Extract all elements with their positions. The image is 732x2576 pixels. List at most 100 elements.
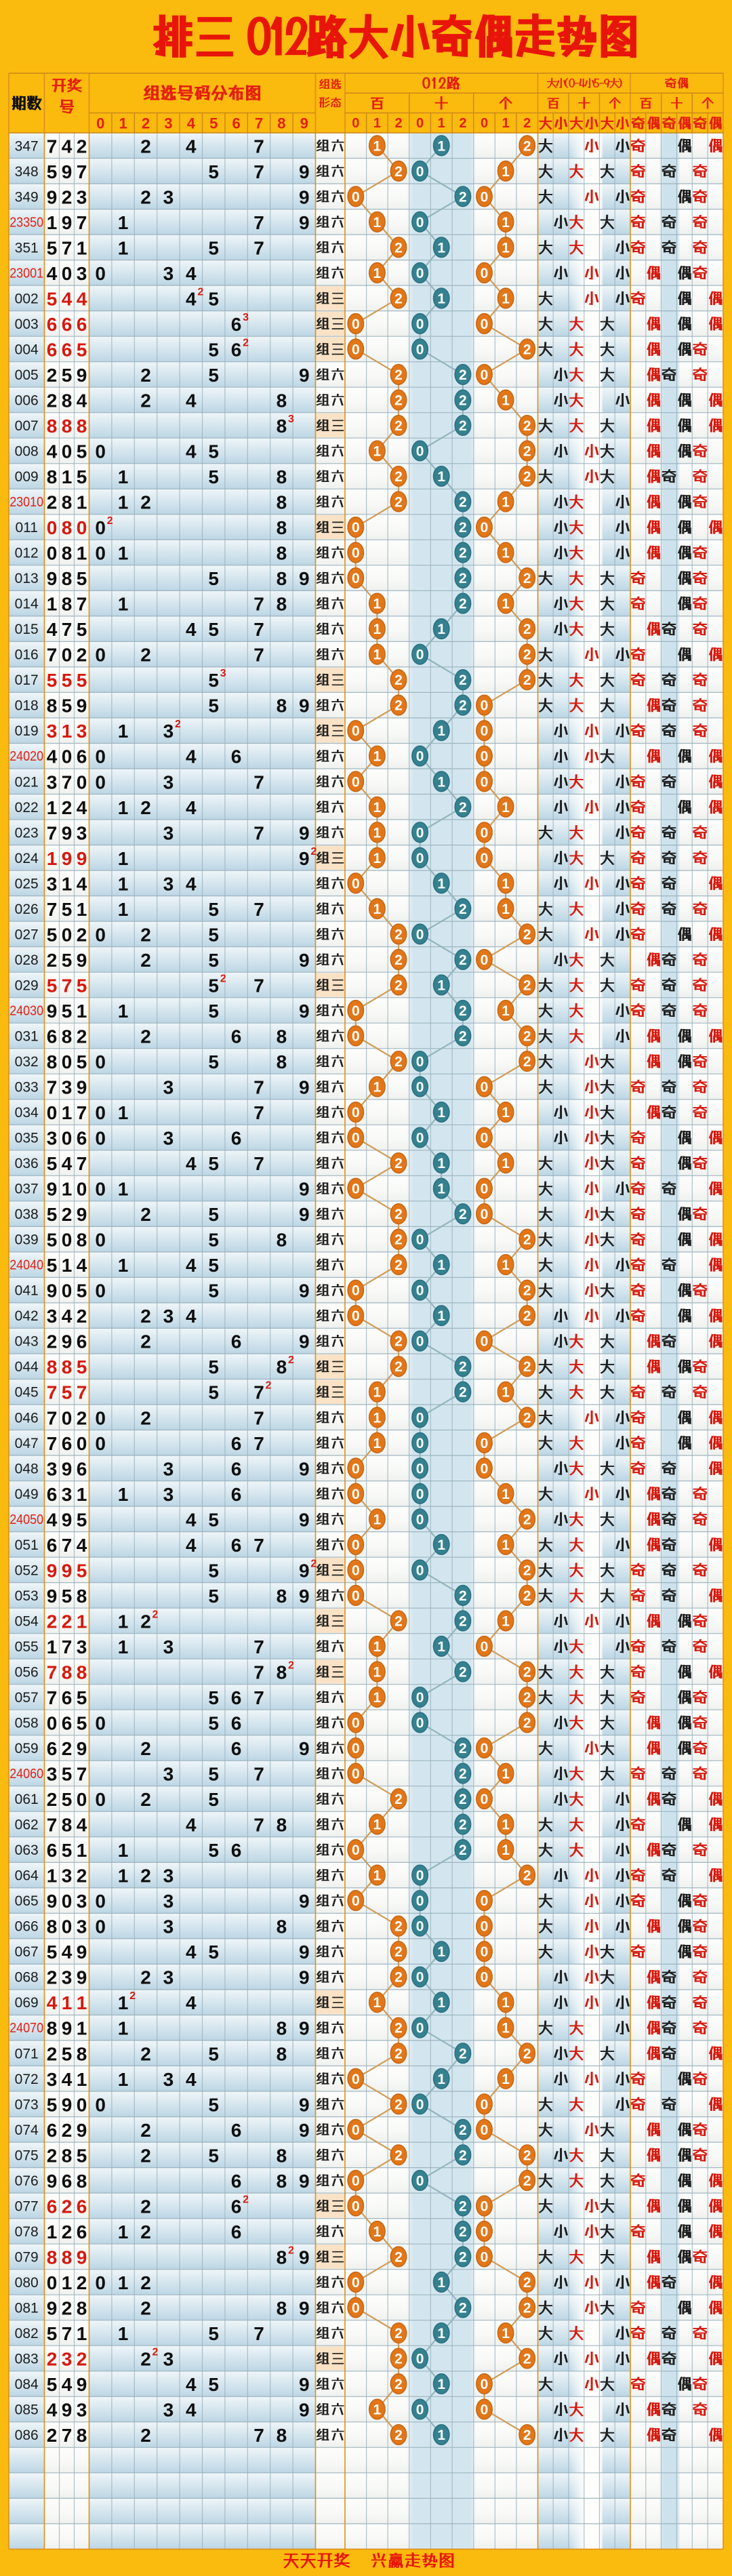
svg-text:6: 6 <box>231 1433 242 1454</box>
svg-text:2: 2 <box>140 1306 151 1327</box>
svg-text:2: 2 <box>77 136 87 157</box>
svg-text:2: 2 <box>459 571 467 586</box>
svg-text:0: 0 <box>416 1512 424 1527</box>
svg-text:2: 2 <box>523 672 531 688</box>
svg-text:5: 5 <box>47 670 58 691</box>
svg-text:5: 5 <box>208 619 219 640</box>
svg-text:5: 5 <box>77 619 87 640</box>
svg-text:1: 1 <box>373 1080 382 1095</box>
svg-text:2: 2 <box>394 2377 403 2392</box>
svg-text:1: 1 <box>77 1611 87 1632</box>
svg-text:9: 9 <box>77 696 87 717</box>
svg-text:1: 1 <box>118 543 129 564</box>
svg-text:6: 6 <box>47 1738 58 1759</box>
svg-text:1: 1 <box>502 240 510 256</box>
svg-text:23350: 23350 <box>9 215 43 230</box>
svg-text:0: 0 <box>77 1433 87 1454</box>
svg-text:1: 1 <box>373 444 382 460</box>
svg-text:0: 0 <box>352 1003 360 1019</box>
svg-text:2: 2 <box>107 515 113 527</box>
svg-text:006: 006 <box>15 393 39 409</box>
svg-text:0: 0 <box>95 1230 106 1251</box>
svg-text:2: 2 <box>459 1003 467 1019</box>
svg-text:3: 3 <box>47 1306 58 1327</box>
svg-text:0: 0 <box>352 1588 360 1604</box>
svg-text:0: 0 <box>481 2224 489 2240</box>
svg-text:6: 6 <box>47 1484 58 1505</box>
svg-text:0: 0 <box>481 367 489 383</box>
svg-text:7: 7 <box>253 771 264 792</box>
svg-text:9: 9 <box>77 1967 87 1988</box>
svg-text:6: 6 <box>47 2120 58 2141</box>
svg-text:1: 1 <box>437 240 445 256</box>
svg-text:1: 1 <box>373 1690 382 1706</box>
svg-text:24030: 24030 <box>9 1003 43 1018</box>
svg-text:5: 5 <box>208 2043 219 2064</box>
svg-text:0: 0 <box>481 825 489 841</box>
svg-text:7: 7 <box>62 771 73 792</box>
svg-text:2: 2 <box>523 1512 531 1527</box>
svg-text:8: 8 <box>77 1586 87 1607</box>
svg-text:7: 7 <box>47 1407 58 1428</box>
svg-text:1: 1 <box>373 800 382 816</box>
svg-text:1: 1 <box>47 1636 58 1657</box>
svg-text:082: 082 <box>15 2326 39 2341</box>
svg-text:3: 3 <box>62 1967 73 1988</box>
svg-text:2: 2 <box>394 672 403 688</box>
svg-text:4: 4 <box>77 797 87 818</box>
svg-text:081: 081 <box>15 2301 39 2316</box>
svg-text:0: 0 <box>95 1281 106 1302</box>
svg-text:031: 031 <box>15 1029 39 1045</box>
svg-text:9: 9 <box>300 115 308 132</box>
svg-text:044: 044 <box>15 1359 39 1375</box>
svg-text:9: 9 <box>299 1586 310 1607</box>
svg-text:4: 4 <box>62 1153 73 1174</box>
svg-text:0: 0 <box>416 825 424 841</box>
svg-text:2: 2 <box>394 469 403 485</box>
svg-text:4: 4 <box>186 2374 197 2395</box>
svg-text:8: 8 <box>77 2298 87 2319</box>
svg-text:2: 2 <box>394 1334 403 1350</box>
svg-text:2: 2 <box>77 645 87 666</box>
svg-text:1: 1 <box>47 1866 58 1887</box>
svg-text:9: 9 <box>299 186 310 207</box>
svg-text:1: 1 <box>373 1410 382 1426</box>
svg-text:2: 2 <box>140 2043 151 2064</box>
svg-text:7: 7 <box>77 1153 87 1174</box>
svg-text:5: 5 <box>208 1713 219 1734</box>
svg-text:1: 1 <box>502 2326 510 2341</box>
svg-text:1: 1 <box>437 2072 445 2087</box>
svg-text:2: 2 <box>394 1970 403 1986</box>
svg-text:2: 2 <box>459 1792 467 1807</box>
svg-text:1: 1 <box>47 797 58 818</box>
svg-text:2: 2 <box>523 1308 531 1324</box>
svg-text:1: 1 <box>47 212 58 233</box>
svg-text:7: 7 <box>253 2323 264 2344</box>
svg-text:9: 9 <box>299 2400 310 2421</box>
svg-text:2: 2 <box>459 1665 467 1681</box>
svg-text:2: 2 <box>142 115 150 132</box>
svg-text:0: 0 <box>95 1916 106 1937</box>
svg-text:5: 5 <box>77 568 87 589</box>
svg-text:1: 1 <box>502 1105 510 1121</box>
svg-text:0: 0 <box>352 1182 360 1197</box>
svg-text:0: 0 <box>416 1716 424 1731</box>
svg-text:0: 0 <box>95 263 106 284</box>
svg-text:0: 0 <box>352 2198 360 2214</box>
svg-text:2: 2 <box>459 546 467 561</box>
svg-text:4: 4 <box>77 1255 87 1276</box>
svg-text:057: 057 <box>15 1690 39 1706</box>
svg-text:9: 9 <box>299 1560 310 1581</box>
svg-text:8: 8 <box>277 492 287 513</box>
svg-text:1: 1 <box>77 237 87 258</box>
svg-text:1: 1 <box>502 1995 510 2011</box>
svg-text:1: 1 <box>502 597 510 612</box>
svg-text:2: 2 <box>523 2173 531 2189</box>
svg-text:1: 1 <box>119 115 127 132</box>
svg-text:8: 8 <box>277 1230 287 1251</box>
svg-text:015: 015 <box>15 622 39 637</box>
svg-text:0: 0 <box>47 543 58 564</box>
svg-text:7: 7 <box>253 1687 264 1708</box>
svg-text:0: 0 <box>481 266 489 281</box>
svg-text:1: 1 <box>437 876 445 891</box>
